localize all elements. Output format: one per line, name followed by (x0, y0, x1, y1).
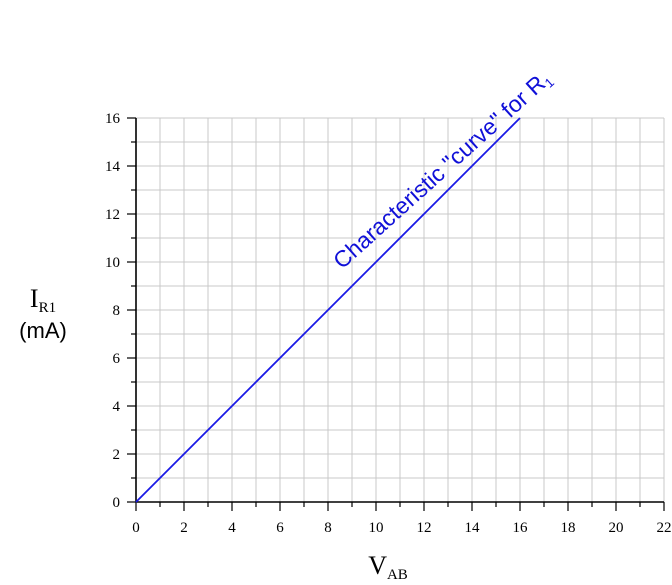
x-tick-label: 4 (228, 520, 236, 536)
y-tick-label: 6 (113, 351, 121, 367)
y-tick-label: 0 (113, 495, 121, 511)
x-tick-label: 0 (132, 520, 140, 536)
y-tick-label: 8 (113, 303, 121, 319)
y-tick-label: 16 (105, 111, 121, 127)
tick-labels: 0 2 4 6 8 10 12 14 16 18 20 22 0 2 4 6 8 10 12 14 16 (105, 111, 672, 536)
x-tick-label: 18 (561, 520, 576, 536)
x-tick-label: 6 (276, 520, 284, 536)
characteristic-curve-annotation: Characteristic "curve" for R1 (328, 65, 557, 275)
x-axis-label: VAB (368, 551, 408, 583)
x-tick-label: 20 (609, 520, 624, 536)
y-tick-label: 14 (105, 159, 121, 175)
y-axis-label: IR1 (30, 284, 56, 316)
x-tick-label: 2 (180, 520, 188, 536)
characteristic-line (135, 117, 521, 503)
y-tick-label: 10 (105, 255, 120, 271)
y-tick-label: 12 (105, 207, 120, 223)
x-tick-label: 8 (324, 520, 332, 536)
y-tick-label: 2 (113, 447, 121, 463)
grid (135, 117, 665, 503)
x-tick-label: 14 (465, 520, 481, 536)
x-tick-label: 16 (513, 520, 529, 536)
y-axis-unit: (mA) (19, 318, 67, 343)
x-tick-label: 10 (369, 520, 384, 536)
y-tick-label: 4 (113, 399, 121, 415)
x-tick-label: 22 (657, 520, 672, 536)
axes (127, 117, 665, 511)
series (135, 117, 521, 503)
x-tick-label: 12 (417, 520, 432, 536)
